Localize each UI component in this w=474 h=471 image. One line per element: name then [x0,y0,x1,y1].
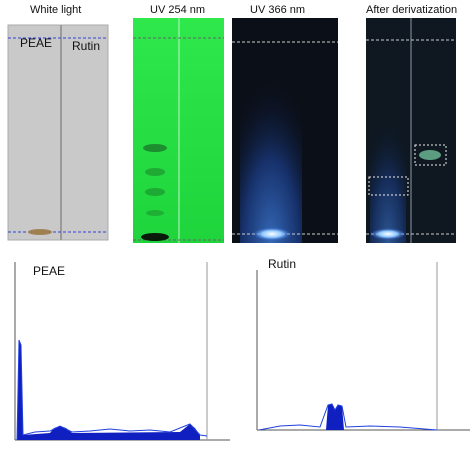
chart-title: PEAE [33,264,65,278]
densitogram-peae: PEAE [14,262,230,441]
highlight-box [368,176,409,196]
spot [143,144,167,152]
spot [28,229,52,235]
plate [7,24,109,241]
trace-fill [17,340,200,440]
trace [258,403,438,431]
glow [370,100,406,243]
spot [252,227,292,241]
panel-derivatized: After derivatization [366,4,457,243]
panel-uv366: UV 366 nm [232,4,338,243]
densitogram-rutin: Rutin [256,257,470,431]
trace [16,339,208,441]
panel-white-light: White light PEAE Rutin [7,4,109,241]
spot [146,210,164,216]
spot [145,168,165,176]
panel-label: After derivatization [366,4,457,16]
lane-label: Rutin [72,39,100,53]
lane-label: PEAE [20,36,52,50]
panel-label: UV 254 nm [150,4,205,16]
highlight-box [414,144,447,166]
panel-label: White light [30,4,81,16]
panel-uv254: UV 254 nm [133,4,224,243]
spot [145,188,165,196]
panel-label: UV 366 nm [250,4,305,16]
chart-title: Rutin [268,257,296,271]
spot [419,150,441,160]
spot [370,228,406,240]
glow [240,60,302,243]
spot [141,233,169,241]
trace-fill [326,404,344,430]
